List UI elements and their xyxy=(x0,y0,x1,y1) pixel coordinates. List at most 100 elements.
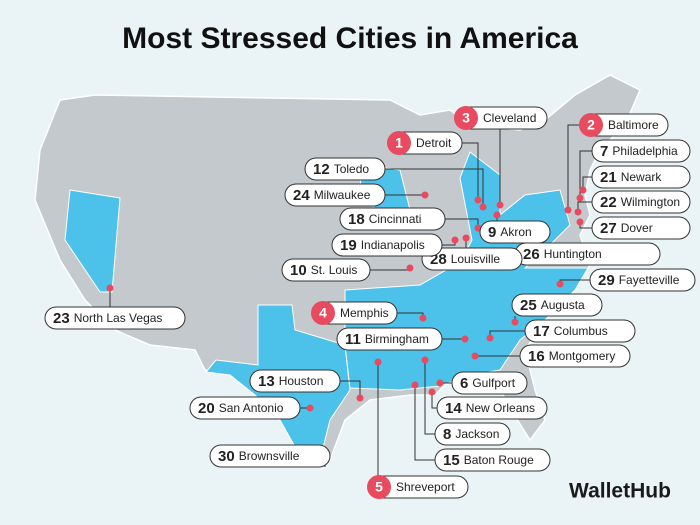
rank: 8 xyxy=(443,426,451,443)
rank: 12 xyxy=(313,161,330,178)
rank: 23 xyxy=(53,310,70,327)
label-pill xyxy=(589,268,696,292)
label-pill xyxy=(451,371,528,395)
label-pill xyxy=(281,258,371,282)
city-name: Philadelphia xyxy=(612,144,678,158)
city-name: Huntington xyxy=(544,247,602,261)
city-dot xyxy=(356,394,364,402)
city-name: Cincinnati xyxy=(369,212,422,226)
rank: 20 xyxy=(198,400,215,417)
city-dot xyxy=(471,352,479,360)
city-name: Fayetteville xyxy=(619,273,680,287)
city-name: Akron xyxy=(500,225,531,239)
city-name: St. Louis xyxy=(311,263,358,277)
label-pill xyxy=(189,396,301,420)
label-pill xyxy=(304,157,386,181)
city-dot xyxy=(306,404,314,412)
city-name: Montgomery xyxy=(549,349,616,363)
rank: 4 xyxy=(319,305,327,321)
label-pill xyxy=(336,327,443,351)
label-pill xyxy=(44,306,186,330)
rank-badge xyxy=(579,113,603,137)
city-dot xyxy=(574,208,582,216)
rank: 30 xyxy=(218,448,235,465)
city-dot xyxy=(406,264,414,272)
city-name: Birmingham xyxy=(365,332,429,346)
label-pill xyxy=(434,448,551,472)
city-dot xyxy=(576,218,584,226)
label-pill xyxy=(519,344,631,368)
label-pill xyxy=(421,247,523,271)
label-pill xyxy=(479,220,551,244)
city-name: Columbus xyxy=(554,324,608,338)
city-dot xyxy=(564,206,572,214)
city-dot xyxy=(579,186,587,194)
leader-line xyxy=(579,150,592,198)
rank: 1 xyxy=(395,135,403,151)
rank: 13 xyxy=(258,373,275,390)
city-name: Indianapolis xyxy=(361,238,425,252)
leader-line xyxy=(567,124,580,210)
city-name: Wilmington xyxy=(621,195,680,209)
city-name: Newark xyxy=(621,170,663,184)
title: Most Stressed Cities in America xyxy=(122,22,578,55)
city-dot xyxy=(451,236,459,244)
rank: 16 xyxy=(528,348,545,365)
rank-badge xyxy=(387,131,411,155)
city-name: New Orleans xyxy=(466,401,535,415)
city-name: Milwaukee xyxy=(314,188,371,202)
city-name: Toledo xyxy=(334,162,370,176)
city-dot xyxy=(511,318,519,326)
label-pill xyxy=(436,396,548,420)
label-pill xyxy=(524,319,636,343)
city-dot xyxy=(479,203,487,211)
city-name: San Antonio xyxy=(219,401,284,415)
label-pill xyxy=(339,207,446,231)
city-dot xyxy=(493,211,501,219)
city-name: Louisville xyxy=(451,252,501,266)
rank: 25 xyxy=(520,297,537,314)
city-name: Augusta xyxy=(541,298,585,312)
city-name: Baltimore xyxy=(608,118,659,132)
label-pill xyxy=(249,369,341,393)
city-dot xyxy=(411,381,419,389)
rank: 14 xyxy=(445,400,462,417)
rank: 17 xyxy=(533,323,550,340)
leader-line xyxy=(462,142,479,200)
label-pill xyxy=(209,444,331,468)
rank: 3 xyxy=(462,110,470,126)
label-pill xyxy=(591,190,691,214)
rank: 11 xyxy=(345,331,361,348)
city-dot xyxy=(486,334,494,342)
leader-line xyxy=(414,385,435,461)
leader-line xyxy=(424,360,435,435)
rank: 27 xyxy=(600,220,617,237)
rank: 15 xyxy=(443,452,460,469)
city-name: Houston xyxy=(279,374,324,388)
label-pill xyxy=(511,293,603,317)
logo: WalletHub xyxy=(569,480,671,503)
rank: 18 xyxy=(348,211,365,228)
city-dot xyxy=(496,201,504,209)
city-dot xyxy=(462,234,470,242)
city-dot xyxy=(436,379,444,387)
rank: 24 xyxy=(293,187,310,204)
leader-line xyxy=(582,176,592,190)
rank: 2 xyxy=(587,117,595,133)
state-highlight xyxy=(64,189,121,293)
leader-line xyxy=(385,168,484,207)
rank: 5 xyxy=(375,479,383,495)
city-dot xyxy=(428,388,436,396)
city-dot xyxy=(474,196,482,204)
city-name: Cleveland xyxy=(483,111,536,125)
rank: 29 xyxy=(598,272,615,289)
city-name: Memphis xyxy=(340,306,389,320)
rank: 26 xyxy=(523,246,540,263)
city-name: Gulfport xyxy=(472,376,515,390)
rank-badge xyxy=(311,301,335,325)
rank: 10 xyxy=(290,262,307,279)
city-dot xyxy=(576,194,584,202)
